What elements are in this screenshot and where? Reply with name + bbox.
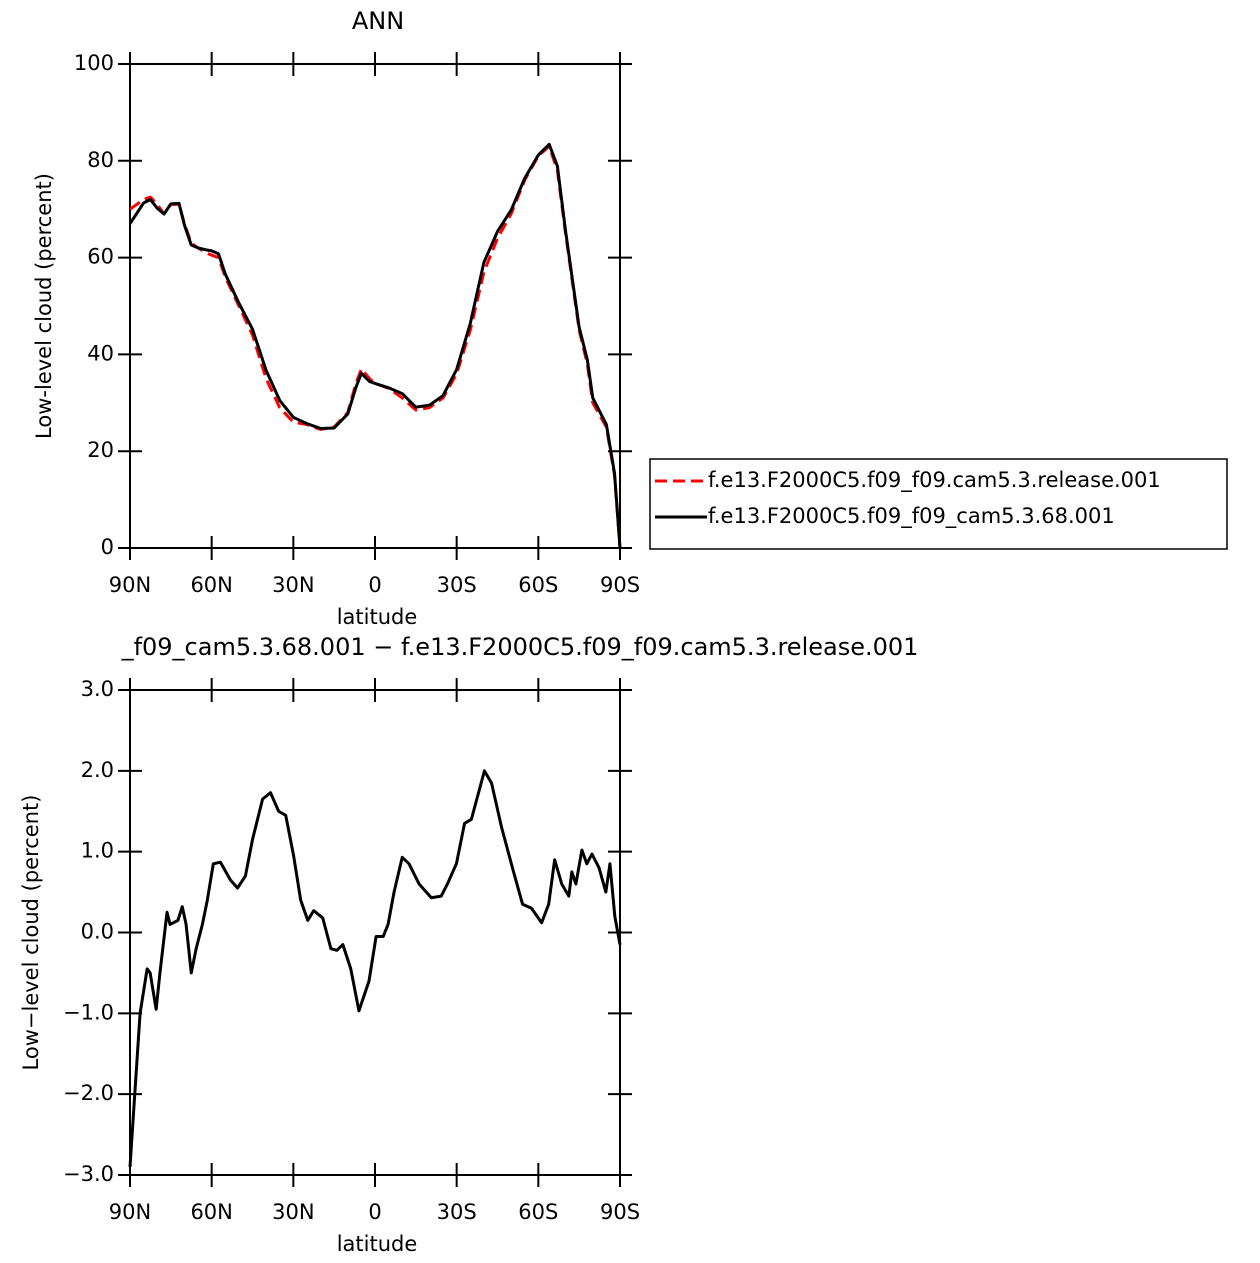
y-tick-label: 100 (74, 51, 114, 75)
line-series (128, 769, 622, 1168)
chart-title: ANN (352, 7, 404, 35)
x-tick-label: 0 (368, 573, 381, 597)
x-tick-label: 30N (272, 573, 314, 597)
y-tick-label: 2.0 (81, 758, 114, 782)
x-tick-label: 60N (190, 1200, 232, 1224)
x-axis-label: latitude (337, 605, 418, 629)
x-tick-label: 30S (437, 573, 477, 597)
line-series (128, 142, 622, 549)
x-tick-label: 60S (518, 573, 558, 597)
y-tick-label: 60 (87, 245, 114, 269)
x-tick-label: 60S (518, 1200, 558, 1224)
y-tick-label: −2.0 (63, 1081, 114, 1105)
y-tick-label: 1.0 (81, 839, 114, 863)
x-tick-label: 90N (109, 573, 151, 597)
x-tick-label: 30N (272, 1200, 314, 1224)
y-tick-label: 80 (87, 148, 114, 172)
y-tick-label: 40 (87, 341, 114, 365)
legend-label: f.e13.F2000C5.f09_f09_cam5.3.68.001 (708, 504, 1115, 529)
y-tick-label: −3.0 (63, 1162, 114, 1186)
y-tick-label: 20 (87, 438, 114, 462)
x-tick-label: 90S (600, 573, 640, 597)
x-tick-label: 60N (190, 573, 232, 597)
plot-frame (129, 63, 621, 549)
y-tick-label: 0 (101, 535, 114, 559)
x-tick-label: 30S (437, 1200, 477, 1224)
x-tick-label: 0 (368, 1200, 381, 1224)
plot-frame (129, 689, 621, 1176)
y-tick-label: 3.0 (81, 677, 114, 701)
chart-title: _f09_cam5.3.68.001 − f.e13.F2000C5.f09_f… (121, 633, 919, 661)
legend-box (649, 458, 1228, 550)
legend-label: f.e13.F2000C5.f09_f09.cam5.3.release.001 (708, 468, 1161, 493)
y-axis-label: Low-level cloud (percent) (32, 173, 56, 439)
y-tick-label: −1.0 (63, 1000, 114, 1024)
x-axis-label: latitude (337, 1232, 418, 1256)
line-series (129, 144, 622, 549)
y-axis-label: Low−level cloud (percent) (19, 795, 43, 1071)
x-tick-label: 90N (109, 1200, 151, 1224)
y-tick-label: 0.0 (81, 920, 114, 944)
x-tick-label: 90S (600, 1200, 640, 1224)
